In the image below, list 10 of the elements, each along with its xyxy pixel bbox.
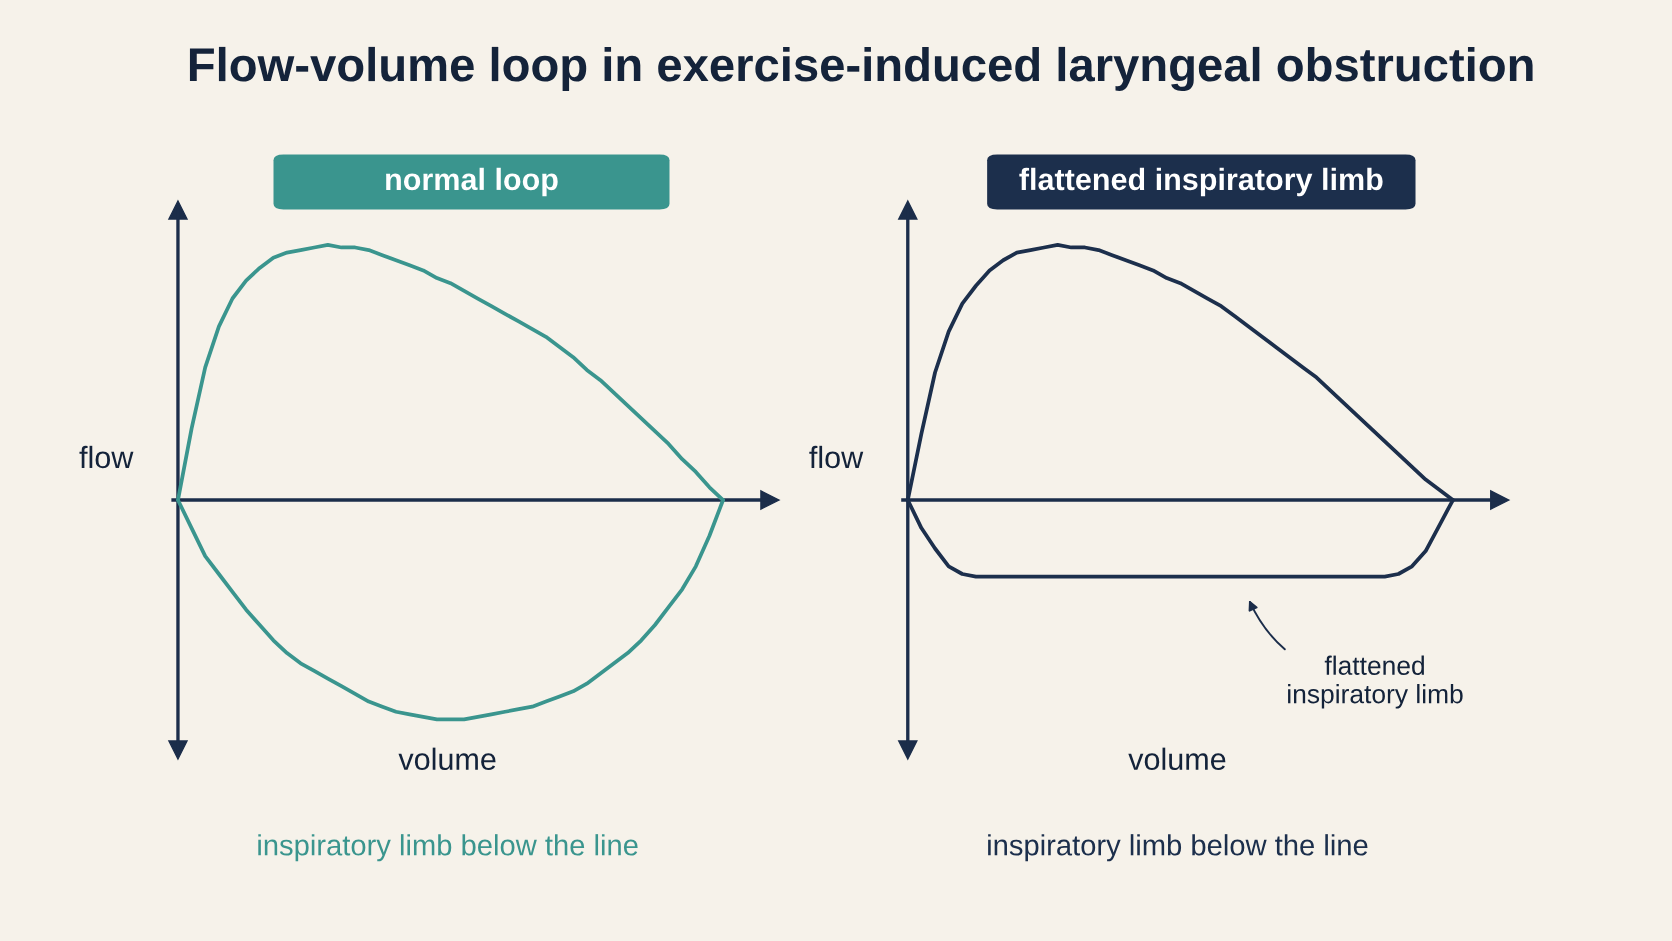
text: inspiratory limb below the line <box>988 834 1368 862</box>
x-axis-title: volume <box>1128 747 1226 771</box>
y-axis-title: flow <box>809 445 864 469</box>
y-axis-title: flow <box>79 445 134 469</box>
text: inspiratory limb below the line <box>258 834 638 862</box>
annotation: flattened inspiratory limb <box>1288 655 1463 709</box>
x-axis-title: volume <box>398 747 496 771</box>
text: Flow-volume loop in exercise-induced laryngeal obstruction <box>189 46 1533 92</box>
chart-subtitle: normal loop <box>386 167 558 197</box>
chart-subtitle: flattened inspiratory limb <box>1019 167 1383 197</box>
